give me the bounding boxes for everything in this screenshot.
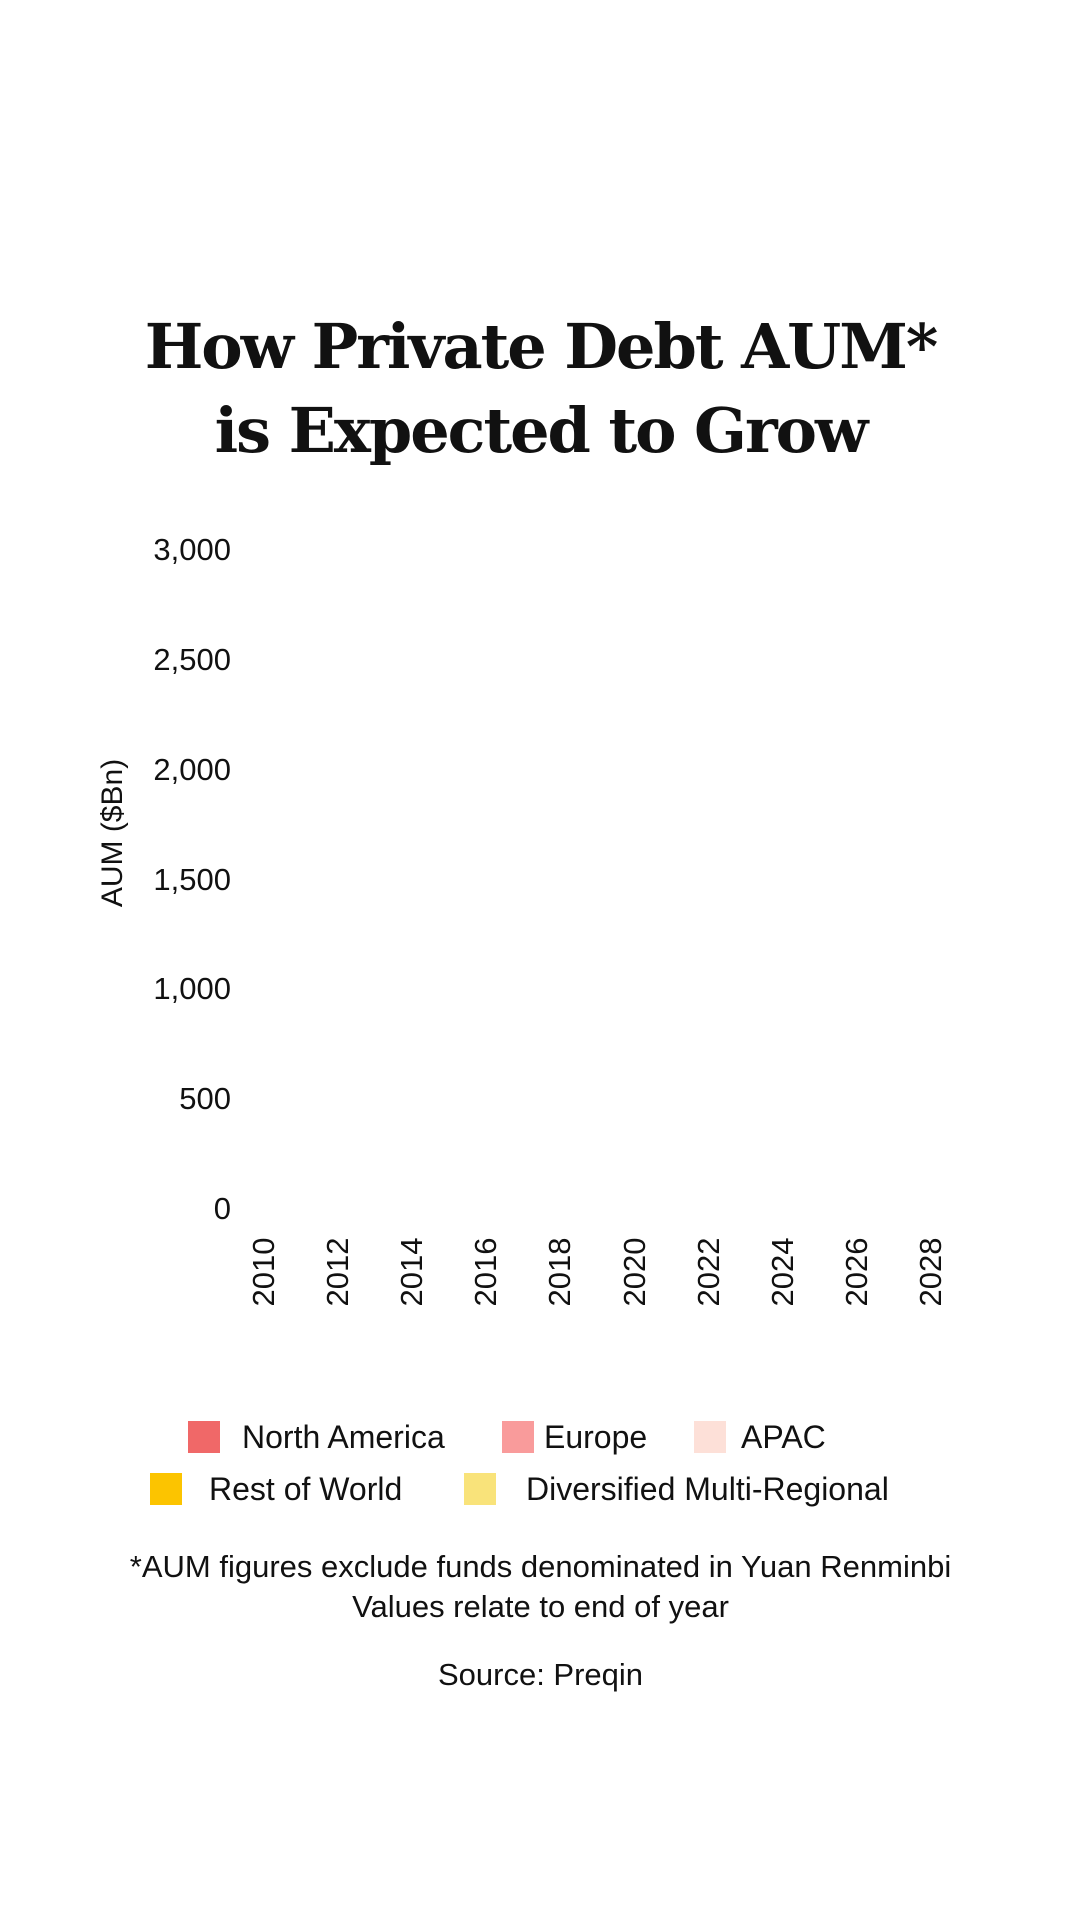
- x-tick-label: 2026: [838, 1237, 874, 1307]
- legend-swatch: [464, 1473, 496, 1505]
- legend-label: APAC: [741, 1419, 826, 1455]
- legend-label: Diversified Multi-Regional: [526, 1471, 889, 1507]
- x-tick-label: 2016: [468, 1237, 504, 1307]
- chart-title: How Private Debt AUM* is Expected to Gro…: [0, 305, 1081, 473]
- y-tick-label: 1,500: [153, 861, 231, 897]
- source-note: Source: Preqin: [437, 1657, 644, 1692]
- legend-label: Rest of World: [209, 1471, 403, 1507]
- legend-swatch: [502, 1421, 534, 1453]
- y-axis-label: AUM ($Bn): [96, 758, 129, 908]
- footnote-2: Values relate to end of year: [352, 1589, 729, 1624]
- y-tick-label: 500: [179, 1081, 231, 1117]
- x-tick-label: 2022: [690, 1237, 726, 1307]
- chart-title-line-1: How Private Debt AUM*: [144, 310, 939, 383]
- plot-area: [245, 550, 955, 1209]
- y-tick-label: 3,000: [153, 532, 231, 567]
- x-tick-label: 2012: [320, 1237, 356, 1307]
- y-tick-label: 2,500: [153, 641, 231, 677]
- legend-label: North America: [242, 1419, 445, 1455]
- legend-label: Europe: [544, 1419, 648, 1455]
- y-tick-label: 2,000: [153, 751, 231, 787]
- y-tick-label: 1,000: [153, 971, 231, 1007]
- legend-swatch: [694, 1421, 726, 1453]
- x-tick-label: 2014: [394, 1237, 430, 1307]
- x-tick-label: 2010: [246, 1237, 281, 1307]
- footnote-1: *AUM figures exclude funds denominated i…: [129, 1549, 952, 1584]
- x-tick-label: 2020: [616, 1237, 652, 1307]
- legend-swatch: [188, 1421, 220, 1453]
- y-tick-label: 0: [213, 1191, 231, 1226]
- chart-title-line-2: is Expected to Grow: [214, 394, 869, 467]
- x-tick-label: 2024: [764, 1237, 800, 1307]
- legend-swatch: [150, 1473, 182, 1505]
- x-tick-label: 2028: [913, 1237, 948, 1307]
- x-tick-label: 2018: [542, 1237, 578, 1307]
